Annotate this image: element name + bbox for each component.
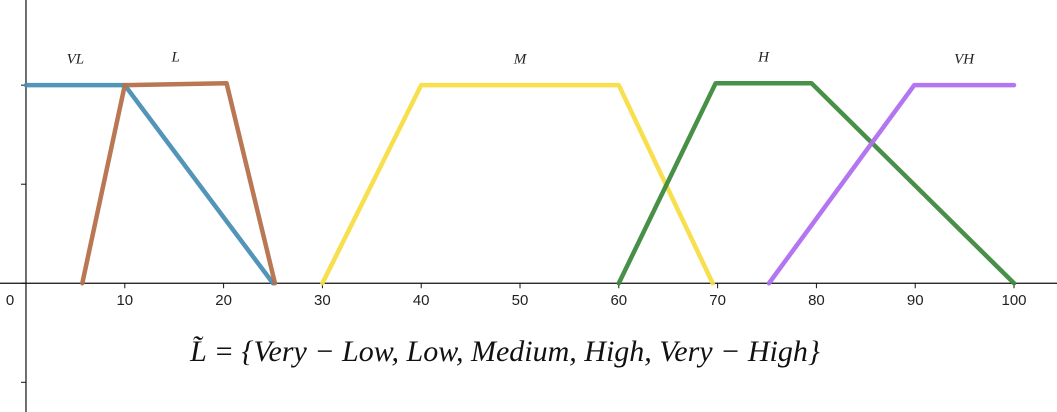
x-tick-label: 0	[6, 292, 14, 309]
series-label: VL	[67, 52, 85, 68]
series-label: L	[171, 50, 180, 66]
series-label: H	[757, 50, 770, 66]
x-tick-label: 70	[709, 292, 726, 309]
x-tick-label: 20	[215, 292, 232, 309]
series-label: VH	[954, 52, 975, 68]
formula: L̃ = {Very − Low, Low, Medium, High, Ver…	[189, 335, 820, 368]
x-tick-label: 30	[314, 292, 331, 309]
x-tick-label: 50	[512, 292, 529, 309]
membership-line	[320, 82, 715, 286]
x-tick-label: 80	[808, 292, 825, 309]
x-tick-label: 60	[610, 292, 627, 309]
membership-line	[616, 80, 1017, 286]
membership-line	[80, 80, 278, 286]
x-tick-label: 90	[907, 292, 924, 309]
x-tick-label: 40	[413, 292, 430, 309]
x-tick-label: 10	[116, 292, 133, 309]
series-label: M	[513, 52, 528, 68]
x-tick-label: 100	[1002, 292, 1027, 309]
membership-line	[766, 82, 1017, 286]
